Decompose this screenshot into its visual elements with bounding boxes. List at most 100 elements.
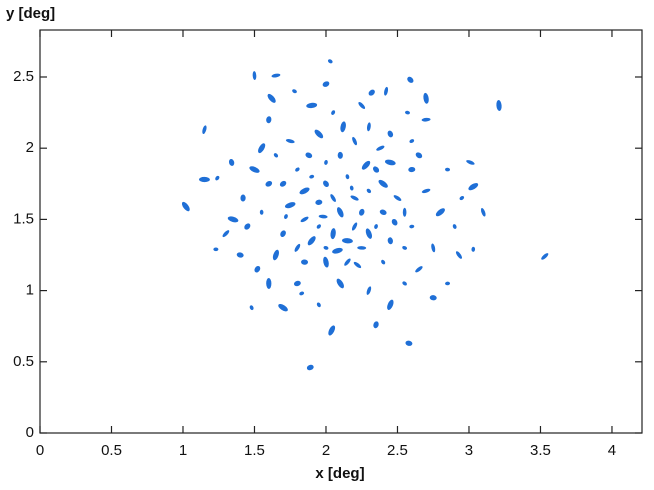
point [258, 143, 266, 154]
x-tick-label: 3 [465, 442, 473, 459]
point [299, 291, 305, 296]
point [249, 305, 254, 311]
point [324, 159, 328, 165]
point [252, 71, 257, 81]
point [435, 208, 445, 217]
point [322, 81, 330, 87]
point [359, 208, 365, 216]
point [323, 256, 329, 268]
point [315, 199, 323, 205]
point [415, 266, 423, 273]
point [358, 102, 366, 109]
point [340, 121, 346, 133]
point [409, 139, 415, 144]
plot-frame [39, 29, 643, 434]
point [393, 195, 402, 201]
point [307, 236, 316, 246]
point [353, 261, 362, 269]
x-tick-label: 3.5 [530, 442, 551, 459]
point [365, 228, 373, 239]
point [391, 218, 398, 226]
point [381, 259, 386, 265]
point [301, 259, 309, 265]
point [323, 180, 329, 188]
point [352, 136, 358, 146]
point [280, 230, 286, 237]
point [299, 187, 310, 195]
point [468, 183, 479, 191]
point [293, 280, 301, 287]
point [423, 92, 429, 104]
point [387, 299, 394, 311]
point [350, 195, 359, 201]
point [349, 185, 354, 191]
point [215, 175, 220, 181]
point [431, 243, 436, 253]
point [445, 167, 451, 172]
point [244, 223, 251, 230]
point [254, 265, 261, 273]
point [213, 247, 219, 252]
point [337, 151, 343, 159]
x-tick-label: 2 [322, 442, 330, 459]
point [294, 243, 301, 252]
x-tick-label: 1.5 [244, 442, 265, 459]
point [323, 246, 329, 250]
point [387, 237, 393, 245]
point [361, 160, 371, 170]
point [366, 286, 372, 295]
point [267, 93, 276, 103]
point [415, 152, 423, 159]
point [374, 224, 378, 229]
point [266, 116, 272, 124]
point [373, 321, 379, 329]
point [387, 130, 394, 138]
point [273, 153, 279, 158]
point [344, 258, 351, 266]
y-tick-label: 0 [26, 424, 34, 441]
x-tick-label: 0 [36, 442, 44, 459]
point [336, 278, 344, 289]
point [384, 159, 396, 166]
point [306, 364, 314, 371]
point [236, 252, 244, 258]
point [309, 174, 315, 179]
y-tick-label: 0.5 [13, 353, 34, 370]
point [408, 166, 416, 173]
point [402, 245, 408, 250]
point [496, 99, 502, 111]
point [295, 167, 300, 172]
point [445, 281, 451, 286]
point [341, 238, 353, 244]
point [372, 166, 380, 173]
y-axis-label: y [deg] [6, 5, 55, 22]
x-tick-label: 1 [179, 442, 187, 459]
point [332, 247, 343, 254]
point [402, 207, 407, 217]
point [198, 176, 210, 183]
point [305, 152, 313, 159]
x-tick-label: 2.5 [387, 442, 408, 459]
y-tick-label: 1.5 [13, 210, 34, 227]
point [421, 117, 431, 122]
point [466, 160, 475, 165]
point [327, 59, 333, 64]
point [240, 194, 246, 202]
point [366, 122, 371, 132]
x-tick-label: 0.5 [101, 442, 122, 459]
point [409, 224, 415, 229]
point [259, 209, 264, 215]
point [351, 222, 358, 231]
point [265, 180, 273, 187]
point [357, 246, 367, 250]
point [228, 158, 235, 166]
point [222, 230, 230, 238]
x-tick-label: 4 [608, 442, 616, 459]
point [452, 224, 457, 229]
point [471, 246, 476, 252]
point [368, 89, 375, 96]
point [284, 214, 288, 219]
point [421, 188, 431, 194]
